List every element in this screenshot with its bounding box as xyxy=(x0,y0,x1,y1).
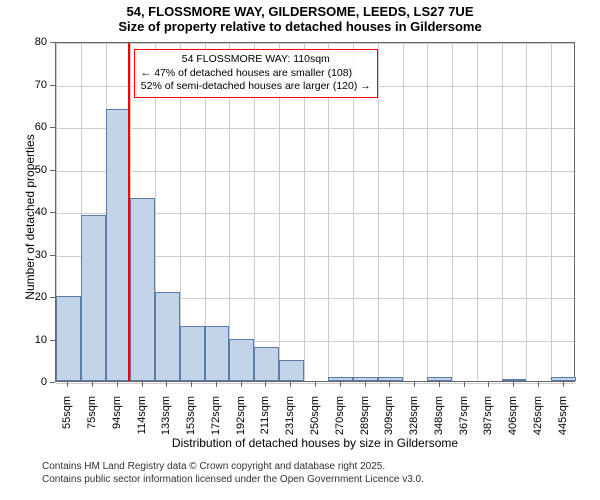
grid-line-v xyxy=(403,43,404,381)
annotation-title: 54 FLOSSMORE WAY: 110sqm xyxy=(141,53,371,67)
y-tick xyxy=(50,382,55,383)
x-tick xyxy=(216,382,217,387)
footer-line1: Contains HM Land Registry data © Crown c… xyxy=(42,460,424,473)
histogram-bar xyxy=(130,198,155,381)
x-tick xyxy=(464,382,465,387)
histogram-bar xyxy=(229,339,254,382)
histogram-bar xyxy=(106,109,131,381)
x-tick xyxy=(67,382,68,387)
histogram-bar xyxy=(155,292,180,381)
y-tick-label: 50 xyxy=(25,164,47,176)
histogram-bar xyxy=(328,377,353,381)
y-tick xyxy=(50,170,55,171)
x-tick xyxy=(265,382,266,387)
x-tick xyxy=(414,382,415,387)
grid-line-v xyxy=(378,43,379,381)
x-tick xyxy=(340,382,341,387)
annotation-box: 54 FLOSSMORE WAY: 110sqm← 47% of detache… xyxy=(134,49,378,98)
x-tick xyxy=(290,382,291,387)
chart-subtitle: Size of property relative to detached ho… xyxy=(0,19,600,34)
x-tick xyxy=(563,382,564,387)
y-tick-label: 0 xyxy=(25,376,47,388)
y-tick xyxy=(50,340,55,341)
histogram-bar xyxy=(551,377,576,381)
y-tick-label: 20 xyxy=(25,291,47,303)
footer: Contains HM Land Registry data © Crown c… xyxy=(42,460,424,486)
x-tick xyxy=(92,382,93,387)
grid-line-v xyxy=(427,43,428,381)
x-tick xyxy=(142,382,143,387)
annotation-line: 52% of semi-detached houses are larger (… xyxy=(141,80,371,94)
histogram-bar xyxy=(279,360,304,381)
histogram-bar xyxy=(254,347,279,381)
x-tick xyxy=(117,382,118,387)
x-tick xyxy=(488,382,489,387)
x-tick xyxy=(191,382,192,387)
x-tick xyxy=(513,382,514,387)
x-tick xyxy=(538,382,539,387)
histogram-bar xyxy=(427,377,452,381)
grid-line-h xyxy=(56,171,574,172)
highlight-line xyxy=(128,43,130,381)
y-tick xyxy=(50,42,55,43)
x-tick xyxy=(166,382,167,387)
chart-container: 54, FLOSSMORE WAY, GILDERSOME, LEEDS, LS… xyxy=(0,0,600,500)
y-tick-label: 40 xyxy=(25,206,47,218)
y-tick-label: 10 xyxy=(25,334,47,346)
plot-area: 54 FLOSSMORE WAY: 110sqm← 47% of detache… xyxy=(55,42,575,382)
x-tick xyxy=(439,382,440,387)
histogram-bar xyxy=(353,377,378,381)
grid-line-v xyxy=(502,43,503,381)
y-tick-label: 80 xyxy=(25,36,47,48)
y-tick xyxy=(50,127,55,128)
y-tick xyxy=(50,297,55,298)
y-tick xyxy=(50,212,55,213)
histogram-bar xyxy=(378,377,403,381)
chart-title: 54, FLOSSMORE WAY, GILDERSOME, LEEDS, LS… xyxy=(0,0,600,19)
histogram-bar xyxy=(56,296,81,381)
annotation-line: ← 47% of detached houses are smaller (10… xyxy=(141,67,371,81)
histogram-bar xyxy=(502,379,527,381)
grid-line-v xyxy=(551,43,552,381)
x-axis-label: Distribution of detached houses by size … xyxy=(55,436,575,450)
y-tick xyxy=(50,255,55,256)
grid-line-v xyxy=(452,43,453,381)
y-tick-label: 70 xyxy=(25,79,47,91)
grid-line-v xyxy=(526,43,527,381)
x-tick xyxy=(315,382,316,387)
y-tick-label: 60 xyxy=(25,121,47,133)
x-tick xyxy=(241,382,242,387)
grid-line-h xyxy=(56,43,574,44)
histogram-bar xyxy=(205,326,230,381)
histogram-bar xyxy=(180,326,205,381)
y-tick-label: 30 xyxy=(25,249,47,261)
x-tick xyxy=(365,382,366,387)
grid-line-h xyxy=(56,128,574,129)
y-tick xyxy=(50,85,55,86)
grid-line-v xyxy=(477,43,478,381)
footer-line2: Contains public sector information licen… xyxy=(42,473,424,486)
histogram-bar xyxy=(81,215,106,381)
x-tick xyxy=(389,382,390,387)
